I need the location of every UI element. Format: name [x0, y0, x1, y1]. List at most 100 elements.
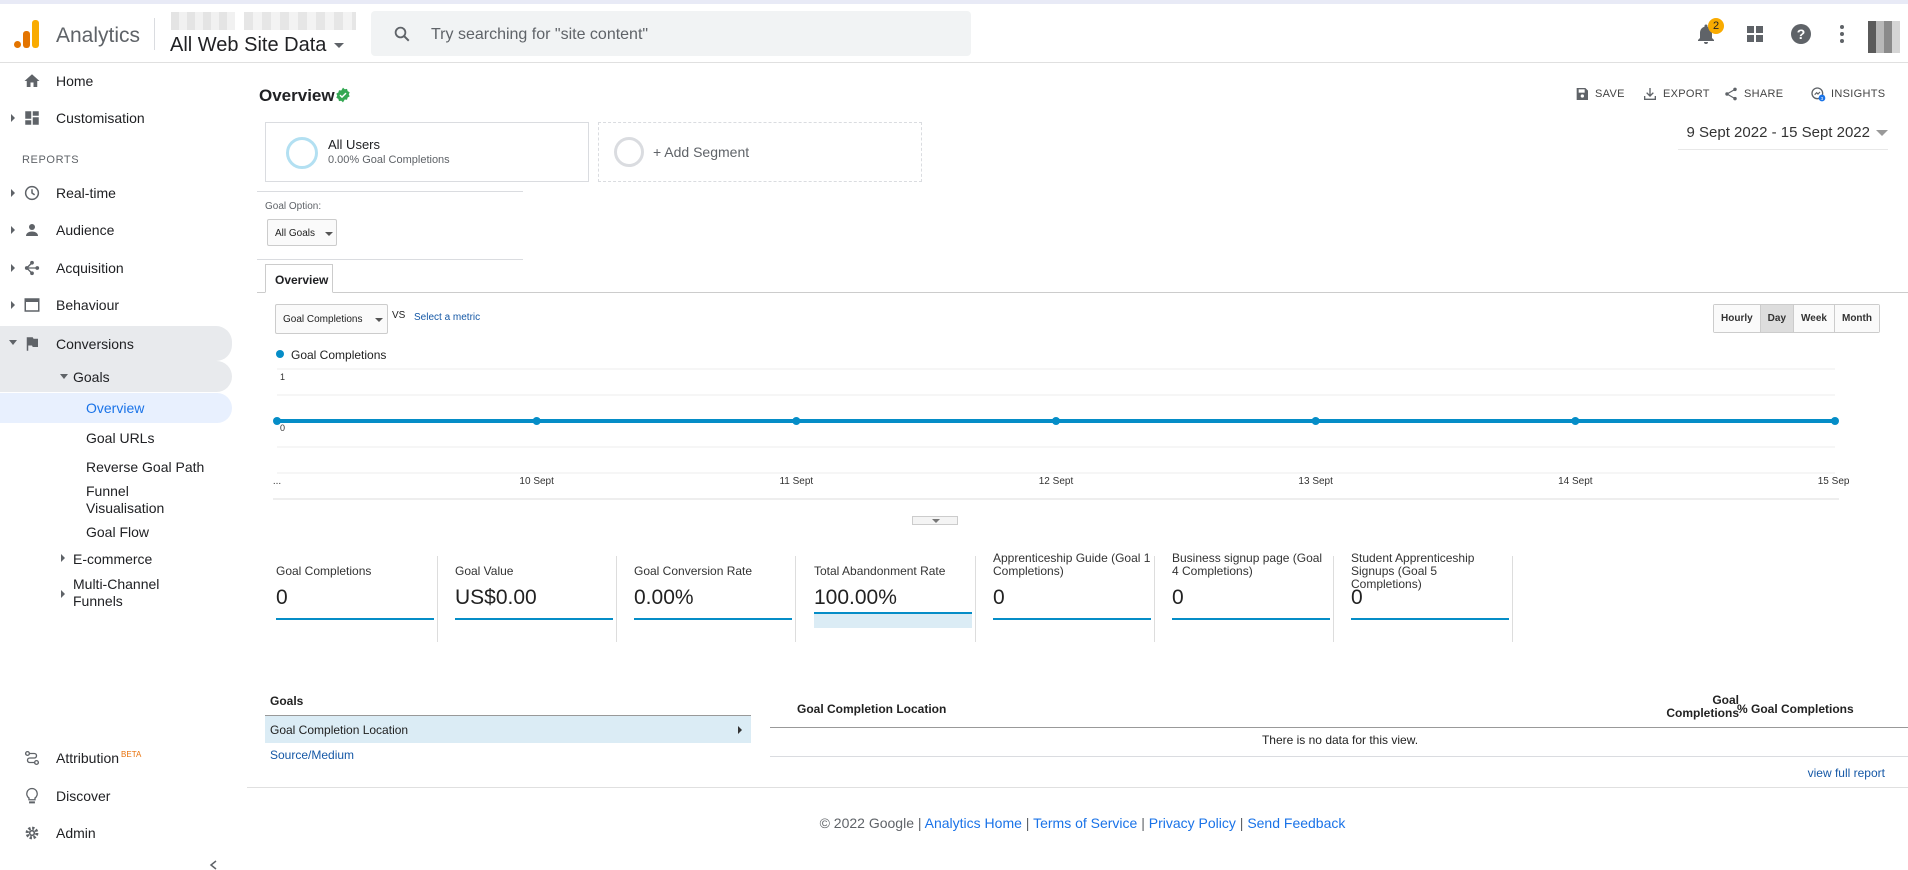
scorecard-sparkline [1351, 618, 1509, 620]
scorecard[interactable]: Goal Conversion Rate 0.00% [617, 556, 796, 647]
save-button[interactable]: SAVE [1574, 86, 1625, 102]
view-selector[interactable]: All Web Site Data [170, 34, 344, 57]
flag-icon [26, 337, 38, 351]
scorecard[interactable]: Student Apprenticeship Signups (Goal 5 C… [1334, 552, 1513, 647]
sidebar-item-goals[interactable]: Goals [0, 361, 232, 392]
scorecard-title: Business signup page (Goal 4 Completions… [1172, 551, 1323, 578]
sidebar-item-attribution[interactable]: Attribution BETA [0, 742, 232, 774]
footer-link-feedback[interactable]: Send Feedback [1247, 815, 1346, 831]
add-segment-button[interactable]: + Add Segment [598, 122, 922, 182]
share-label: SHARE [1744, 87, 1784, 100]
data-point[interactable] [792, 417, 801, 425]
sidebar-item-behaviour[interactable]: Behaviour [0, 289, 232, 321]
goal-completions-chart: 1 0... 10 Sept 11 Sept 12 Sept 13 Sept 14 Sept… [273, 368, 1849, 500]
sidebar-item-goal-flow[interactable]: Goal Flow [86, 524, 150, 540]
column-header-location[interactable]: Goal Completion Location [797, 702, 947, 716]
column-header-goal-completions[interactable]: Goal Completions [1666, 693, 1739, 720]
sidebar-item-audience[interactable]: Audience [0, 214, 232, 246]
attribution-label: Attribution [56, 750, 120, 766]
share-button[interactable]: SHARE [1723, 86, 1783, 102]
scorecard-value: 0 [993, 586, 1005, 609]
sidebar-item-label: Real-time [56, 185, 116, 201]
dashboard-icon [25, 111, 39, 125]
footer-divider [247, 787, 1908, 788]
sidebar-item-discover[interactable]: Discover [0, 780, 232, 812]
analytics-logo-icon[interactable] [14, 20, 40, 48]
data-point[interactable] [1831, 417, 1839, 425]
expand-arrow-icon [11, 264, 15, 272]
sidebar-item-admin[interactable]: Admin [0, 817, 232, 849]
help-icon[interactable]: ? [1789, 22, 1813, 46]
export-button[interactable]: EXPORT [1642, 86, 1710, 102]
period-week[interactable]: Week [1794, 305, 1835, 332]
scorecard-value: US$0.00 [455, 586, 537, 609]
period-month[interactable]: Month [1834, 305, 1879, 332]
scorecard-value: 0 [1172, 586, 1184, 609]
scorecard-sparkline [276, 618, 434, 620]
collapse-sidebar-icon[interactable] [208, 860, 220, 870]
insights-button[interactable]: 3 INSIGHTS [1810, 86, 1885, 102]
chart-scroll-handle[interactable] [912, 516, 958, 525]
date-range-picker[interactable]: 9 Sept 2022 - 15 Sept 2022 [1687, 124, 1888, 141]
tab-overview[interactable]: Overview [265, 264, 333, 293]
data-point[interactable] [1571, 417, 1580, 425]
expand-arrow-icon [11, 226, 15, 234]
scorecard-title: Apprenticeship Guide (Goal 1 Completions… [993, 551, 1151, 578]
scorecard-title: Student Apprenticeship Signups (Goal 5 C… [1351, 551, 1475, 591]
column-header-percent-completions[interactable]: % Goal Completions [1737, 702, 1854, 716]
segment-all-users[interactable]: All Users 0.00% Goal Completions [265, 122, 589, 182]
table-header-line [770, 727, 1908, 728]
scorecard[interactable]: Total Abandonment Rate 100.00% [797, 556, 976, 647]
goal-option-select[interactable]: All Goals [267, 219, 337, 246]
footer-link-privacy[interactable]: Privacy Policy [1148, 815, 1236, 831]
data-point[interactable] [1052, 417, 1060, 425]
scorecard[interactable]: Goal Value US$0.00 [438, 556, 617, 647]
footer-link-terms[interactable]: Terms of Service [1033, 815, 1138, 831]
goals-section-header: Goals [270, 694, 304, 708]
sidebar-item-customisation[interactable]: Customisation [0, 102, 232, 134]
sidebar-item-funnel-visualisation[interactable]: Funnel Visualisation [86, 483, 165, 516]
collapse-arrow-icon [60, 374, 68, 379]
select-metric-link[interactable]: Select a metric [414, 312, 481, 323]
data-point[interactable] [273, 417, 281, 425]
period-day[interactable]: Day [1760, 305, 1795, 332]
sidebar-item-acquisition[interactable]: Acquisition [0, 252, 232, 284]
more-vert-icon[interactable] [1830, 22, 1854, 46]
sidebar-item-goal-urls[interactable]: Goal URLs [86, 430, 155, 446]
view-full-report-link[interactable]: view full report [1807, 766, 1885, 780]
sidebar-item-label: Attribution BETA [56, 750, 141, 766]
scorecard-value: 0 [1351, 586, 1363, 609]
sidebar-item-realtime[interactable]: Real-time [0, 177, 232, 209]
caret-down-icon [325, 232, 333, 236]
apps-grid-icon[interactable] [1743, 22, 1767, 46]
scorecard-value: 0 [276, 586, 288, 609]
caret-down-icon [1876, 130, 1888, 137]
scorecard-title: Goal Value [455, 564, 514, 578]
search-bar[interactable]: Try searching for "site content" [371, 11, 971, 56]
account-avatar[interactable] [1868, 21, 1900, 53]
data-point[interactable] [1311, 417, 1320, 425]
footer-link-analytics-home[interactable]: Analytics Home [924, 815, 1022, 831]
clock-icon [24, 185, 40, 201]
page-title: Overview [259, 86, 335, 105]
sidebar-item-home[interactable]: Home [0, 65, 232, 97]
data-point[interactable] [532, 417, 541, 425]
sidebar-item-multichannel[interactable]: Multi-Channel Funnels [0, 576, 232, 616]
scorecard-separator [1154, 556, 1155, 642]
period-hourly[interactable]: Hourly [1714, 305, 1761, 332]
scorecard[interactable]: Business signup page (Goal 4 Completions… [1155, 552, 1334, 647]
scorecard[interactable]: Apprenticeship Guide (Goal 1 Completions… [976, 552, 1155, 647]
scorecard[interactable]: Goal Completions 0 [259, 556, 438, 647]
expand-arrow-icon [61, 554, 65, 562]
metric-select[interactable]: Goal Completions [275, 304, 388, 334]
sidebar-item-ecommerce[interactable]: E-commerce [0, 545, 232, 571]
x-tick-label: 12 Sept [1039, 476, 1074, 487]
expand-arrow-icon [11, 189, 15, 197]
segment-subtitle: 0.00% Goal Completions [328, 154, 450, 166]
goal-completion-location-row[interactable]: Goal Completion Location [265, 715, 751, 743]
sidebar-item-reverse-goal-path[interactable]: Reverse Goal Path [86, 459, 205, 475]
sidebar-item-goals-overview[interactable]: Overview [0, 393, 232, 423]
source-medium-link[interactable]: Source/Medium [270, 748, 355, 762]
sidebar-item-conversions[interactable]: Conversions [0, 326, 232, 361]
top-bar: Analytics All Web Site Data Try searchin… [0, 4, 1908, 63]
